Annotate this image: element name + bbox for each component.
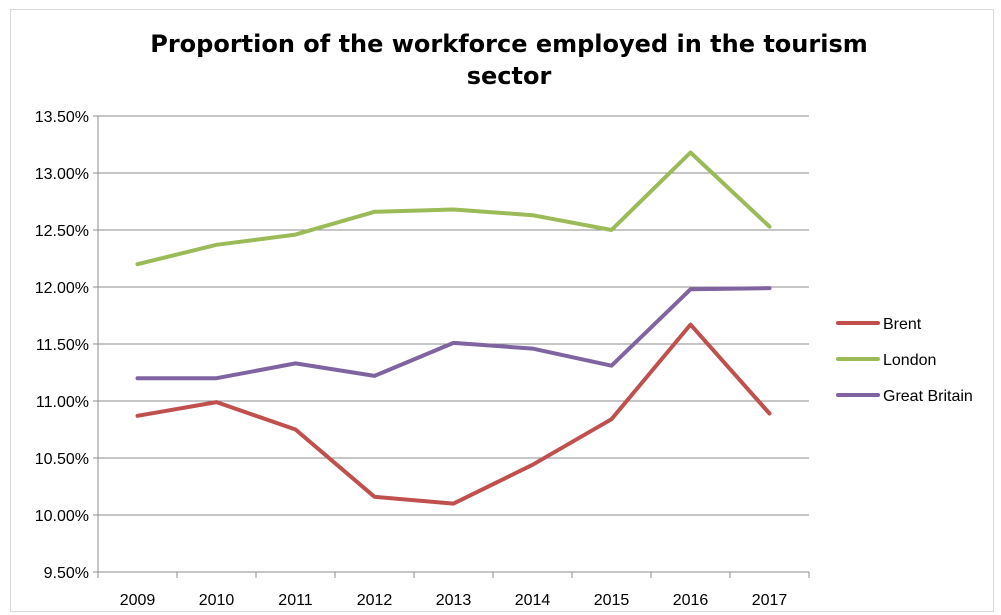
x-tick-label: 2016	[673, 592, 709, 609]
chart-title-line-1: Proportion of the workforce employed in …	[150, 30, 868, 58]
x-tick-label: 2015	[594, 592, 630, 609]
chart-frame	[10, 9, 994, 612]
x-tick-label: 2009	[120, 592, 156, 609]
y-tick-label: 12.50%	[35, 223, 89, 240]
x-tick-label: 2010	[199, 592, 235, 609]
x-tick-label: 2014	[515, 592, 551, 609]
y-tick-label: 10.50%	[35, 451, 89, 468]
x-tick-label: 2011	[278, 592, 313, 609]
series-line-london	[135, 150, 772, 267]
legend-label-brent: Brent	[883, 316, 922, 333]
x-tick-label: 2012	[357, 592, 393, 609]
y-tick-label: 12.00%	[35, 280, 89, 297]
legend-label-london: London	[883, 352, 936, 369]
series-line-great-britain	[135, 286, 772, 381]
y-tick-label: 11.00%	[36, 394, 89, 411]
legend-label-great-britain: Great Britain	[883, 388, 973, 405]
y-tick-label: 10.00%	[35, 508, 89, 525]
y-tick-label: 13.50%	[35, 109, 89, 126]
x-tick-label: 2013	[436, 592, 472, 609]
y-tick-label: 9.50%	[44, 565, 89, 582]
y-tick-label: 13.00%	[35, 166, 89, 183]
chart-title-line-2: sector	[467, 62, 552, 90]
y-tick-label: 11.50%	[36, 337, 89, 354]
series-line-brent	[135, 322, 772, 506]
x-tick-label: 2017	[752, 592, 788, 609]
